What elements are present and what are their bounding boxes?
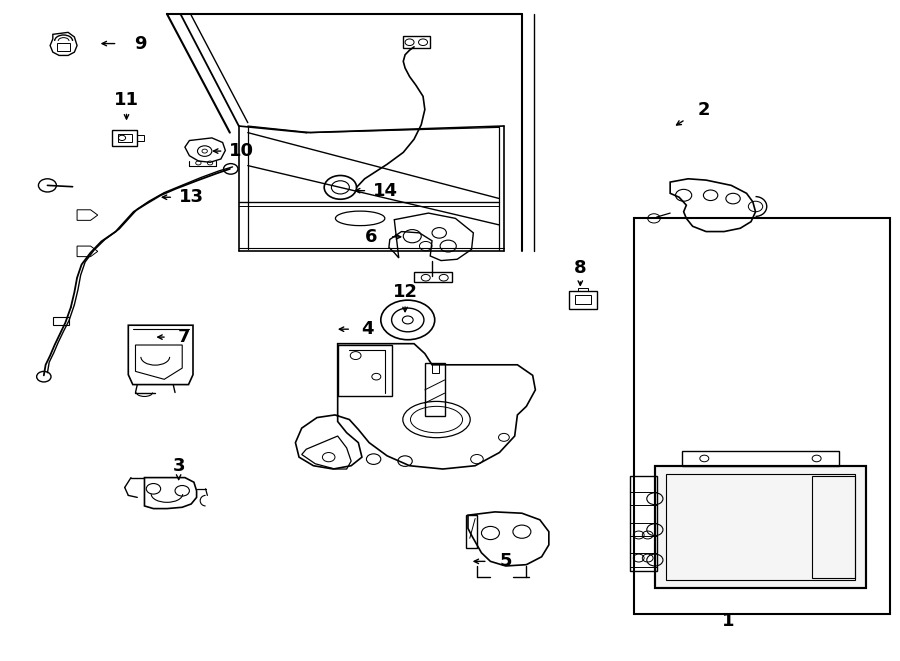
Text: 9: 9	[134, 34, 146, 53]
Text: 3: 3	[173, 457, 184, 475]
Text: 8: 8	[574, 259, 587, 277]
Bar	[630, 523, 657, 536]
Bar	[634, 218, 890, 614]
Text: 7: 7	[178, 328, 190, 346]
Bar	[630, 553, 657, 566]
Bar	[118, 134, 132, 142]
Bar	[655, 466, 866, 588]
Bar	[812, 476, 855, 578]
Text: 1: 1	[723, 611, 734, 630]
Bar	[630, 476, 657, 571]
Bar	[569, 291, 598, 309]
Bar	[575, 295, 591, 304]
Bar	[425, 364, 445, 416]
Text: 5: 5	[500, 553, 512, 570]
Bar	[466, 515, 477, 548]
Bar	[414, 272, 452, 282]
Bar	[578, 288, 589, 291]
Bar	[630, 492, 657, 505]
Text: 11: 11	[114, 91, 139, 108]
Bar	[403, 36, 430, 48]
Text: 6: 6	[364, 228, 377, 246]
Bar	[112, 130, 138, 146]
Text: 10: 10	[229, 142, 254, 160]
Bar	[58, 43, 70, 51]
Bar	[338, 345, 392, 397]
Text: 13: 13	[179, 188, 203, 206]
Bar	[682, 451, 839, 466]
Text: 2: 2	[698, 100, 710, 118]
Text: 12: 12	[392, 284, 418, 301]
Bar	[666, 474, 855, 580]
Text: 14: 14	[373, 182, 398, 200]
Bar	[138, 136, 145, 141]
Text: 4: 4	[361, 320, 374, 338]
Bar	[432, 364, 439, 373]
Bar	[53, 317, 69, 325]
Bar	[655, 466, 866, 588]
